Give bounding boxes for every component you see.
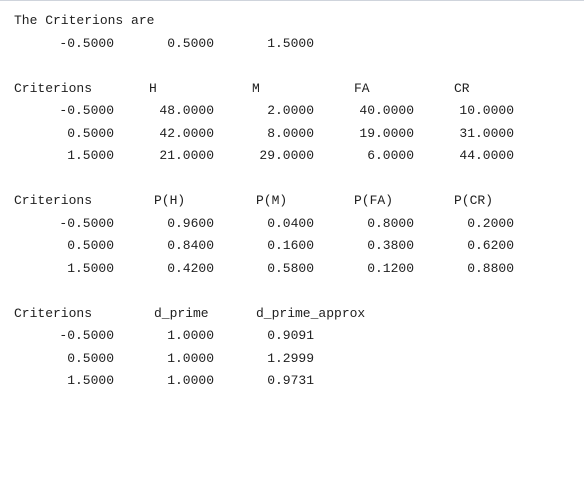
- table-row: -0.5000 48.0000 2.0000 40.0000 10.0000: [14, 100, 514, 123]
- table2-cell: 0.3800: [367, 238, 414, 253]
- criterions-values-line: -0.5000 0.5000 1.5000: [14, 33, 314, 56]
- table3-cell: 0.5000: [67, 350, 114, 366]
- table1-cell: 2.0000: [267, 103, 314, 118]
- table1-cell: 19.0000: [359, 125, 414, 141]
- table1-cell: 48.0000: [159, 103, 214, 118]
- table2-cell: 0.9600: [167, 215, 214, 231]
- criterion-value: 1.5000: [267, 35, 314, 51]
- table2-header-ph: P(H): [154, 193, 186, 208]
- table1-header-cr: CR: [454, 80, 470, 96]
- table3-cell: 1.5000: [67, 373, 114, 388]
- console-output: The Criterions are -0.5000 0.5000 1.5000…: [14, 10, 514, 393]
- table3-header-criterions: Criterions: [14, 305, 93, 321]
- table-row: 1.5000 0.4200 0.5800 0.1200 0.8800: [14, 258, 514, 281]
- table1-cell: 40.0000: [359, 103, 414, 118]
- table1-cell: 21.0000: [159, 148, 214, 163]
- table1-cell: 8.0000: [267, 125, 314, 141]
- table3-cell: 1.0000: [167, 373, 214, 388]
- table-row: 1.5000 1.0000 0.9731: [14, 370, 314, 393]
- table2-header: Criterions P(H) P(M) P(FA) P(CR): [14, 190, 493, 213]
- table3-header: Criterions d_prime d_prime_approx: [14, 303, 365, 326]
- table1-cell: 6.0000: [367, 148, 414, 163]
- table1-cell: 44.0000: [459, 148, 514, 163]
- table1-cell: 1.5000: [67, 148, 114, 163]
- table-row: 1.5000 21.0000 29.0000 6.0000 44.0000: [14, 145, 514, 168]
- criterions-title-line: The Criterions are: [14, 10, 154, 33]
- table2-cell: 0.5800: [267, 260, 314, 276]
- table3-cell: -0.5000: [59, 328, 114, 343]
- table3-cell: 0.9091: [267, 328, 314, 343]
- table2-cell: 0.1600: [267, 238, 314, 253]
- table3-cell: 1.0000: [167, 328, 214, 343]
- table2-cell: 0.8000: [367, 215, 414, 231]
- table1-header-criterions: Criterions: [14, 80, 93, 96]
- table1-header: Criterions H M FA CR: [14, 78, 470, 101]
- table1-cell: -0.5000: [59, 103, 114, 118]
- table2-header-pfa: P(FA): [354, 193, 394, 208]
- table2-header-pcr: P(CR): [454, 193, 494, 208]
- table1-cell: 10.0000: [459, 103, 514, 118]
- table-row: 0.5000 42.0000 8.0000 19.0000 31.0000: [14, 123, 514, 146]
- table1-header-h: H: [149, 80, 157, 96]
- table1-header-fa: FA: [354, 80, 370, 96]
- table2-cell: 0.2000: [467, 215, 514, 231]
- criterion-value: 0.5000: [167, 35, 214, 51]
- criterions-title: The Criterions are: [14, 13, 155, 28]
- table2-cell: 0.4200: [167, 260, 214, 276]
- table3-header-d-prime-approx: d_prime_approx: [256, 305, 366, 321]
- criterion-value: -0.5000: [59, 35, 114, 51]
- table-row: -0.5000 1.0000 0.9091: [14, 325, 314, 348]
- table1-cell: 42.0000: [159, 125, 214, 141]
- table-row: -0.5000 0.9600 0.0400 0.8000 0.2000: [14, 213, 514, 236]
- table2-cell: 0.6200: [467, 238, 514, 253]
- table1-header-m: M: [252, 80, 260, 96]
- table3-header-d-prime: d_prime: [154, 305, 209, 321]
- table1-cell: 0.5000: [67, 125, 114, 141]
- table2-header-criterions: Criterions: [14, 193, 93, 208]
- table2-cell: 0.5000: [67, 238, 114, 253]
- table1-cell: 31.0000: [459, 125, 514, 141]
- table-row: 0.5000 1.0000 1.2999: [14, 348, 314, 371]
- table1-cell: 29.0000: [259, 148, 314, 163]
- table2-cell: 0.8400: [167, 238, 214, 253]
- table3-cell: 1.0000: [167, 350, 214, 366]
- table2-header-pm: P(M): [256, 193, 288, 208]
- table2-cell: -0.5000: [59, 215, 114, 231]
- console-window: The Criterions are -0.5000 0.5000 1.5000…: [0, 0, 584, 393]
- table2-cell: 0.8800: [467, 260, 514, 276]
- table2-cell: 0.1200: [367, 260, 414, 276]
- table3-cell: 1.2999: [267, 350, 314, 366]
- table-row: 0.5000 0.8400 0.1600 0.3800 0.6200: [14, 235, 514, 258]
- table3-cell: 0.9731: [267, 373, 314, 388]
- table2-cell: 1.5000: [67, 260, 114, 276]
- table2-cell: 0.0400: [267, 215, 314, 231]
